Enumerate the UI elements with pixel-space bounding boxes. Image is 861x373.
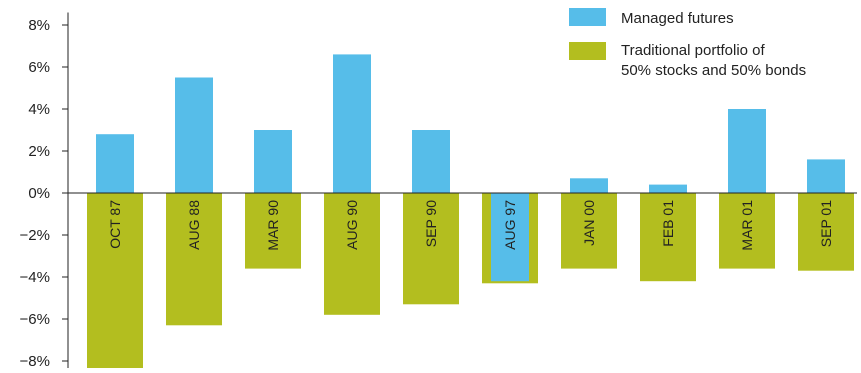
bar-managed-futures-sep-90 [412, 130, 450, 193]
bar-traditional-oct-87 [87, 193, 143, 370]
bar-traditional-sep-01 [798, 193, 854, 271]
bar-traditional-aug-88 [166, 193, 222, 326]
category-label-oct-87: OCT 87 [107, 200, 123, 249]
legend-swatch-managed-futures [569, 8, 606, 26]
y-tick-label: −2% [20, 227, 50, 244]
bar-managed-futures-oct-87 [96, 134, 134, 193]
legend-label-traditional-portfolio-line2: 50% stocks and 50% bonds [621, 62, 806, 79]
y-tick-label: 4% [28, 101, 50, 118]
bar-traditional-mar-01 [719, 193, 775, 269]
category-label-feb-01: FEB 01 [660, 200, 676, 247]
category-label-aug-90: AUG 90 [344, 200, 360, 250]
bar-traditional-feb-01 [640, 193, 696, 282]
bar-traditional-jan-00 [561, 193, 617, 269]
y-tick-label: 8% [28, 17, 50, 34]
y-tick-label: 6% [28, 59, 50, 76]
category-label-sep-01: SEP 01 [818, 200, 834, 247]
bar-managed-futures-jan-00 [570, 178, 608, 193]
category-label-aug-97: AUG 97 [502, 200, 518, 250]
bar-traditional-aug-90 [324, 193, 380, 315]
bar-managed-futures-feb-01 [649, 184, 687, 193]
category-label-sep-90: SEP 90 [423, 200, 439, 247]
bar-traditional-sep-90 [403, 193, 459, 305]
category-label-mar-01: MAR 01 [739, 200, 755, 251]
legend-swatch-traditional-portfolio [569, 42, 606, 60]
legend: Managed futures Traditional portfolio of… [569, 8, 806, 79]
y-tick-label: −4% [20, 269, 50, 286]
bar-managed-futures-aug-90 [333, 54, 371, 194]
legend-label-traditional-portfolio-line1: Traditional portfolio of [621, 42, 766, 59]
bar-managed-futures-sep-01 [807, 159, 845, 193]
bar-traditional-mar-90 [245, 193, 301, 269]
y-tick-label: 0% [28, 185, 50, 202]
legend-label-managed-futures: Managed futures [621, 10, 734, 27]
bar-managed-futures-mar-90 [254, 130, 292, 193]
bar-managed-futures-aug-97 [491, 193, 529, 282]
y-tick-label: 2% [28, 143, 50, 160]
y-tick-label: −6% [20, 311, 50, 328]
bar-managed-futures-mar-01 [728, 109, 766, 193]
y-tick-label: −8% [20, 353, 50, 368]
category-label-mar-90: MAR 90 [265, 200, 281, 251]
category-label-aug-88: AUG 88 [186, 200, 202, 250]
category-label-jan-00: JAN 00 [581, 200, 597, 246]
bar-managed-futures-aug-88 [175, 77, 213, 193]
